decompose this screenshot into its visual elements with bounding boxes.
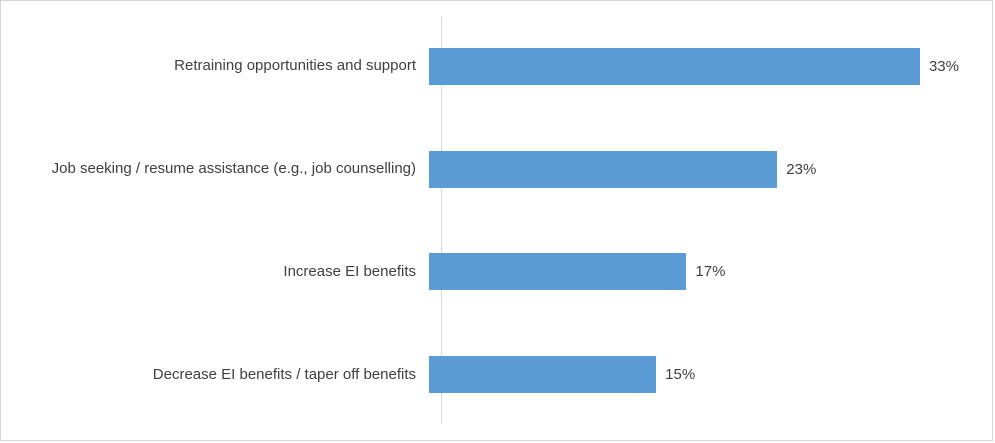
plot-area: Retraining opportunities and support 33% J…: [1, 15, 992, 426]
category-label: Job seeking / resume assistance (e.g., j…: [51, 160, 416, 178]
bar-row: Retraining opportunities and support 33%: [1, 15, 992, 118]
value-label: 33%: [928, 57, 959, 75]
category-label: Retraining opportunities and support: [174, 57, 416, 75]
bar-area: 15%: [429, 323, 959, 426]
bar-area: 23%: [429, 118, 959, 221]
bar: [429, 47, 920, 85]
category-axis-line: [441, 17, 442, 424]
bar-area: 33%: [429, 15, 959, 118]
value-label: 23%: [786, 160, 817, 178]
category-label: Increase EI benefits: [283, 262, 416, 280]
bar-row: Decrease EI benefits / taper off benefit…: [1, 323, 992, 426]
bar-row: Increase EI benefits 17%: [1, 221, 992, 324]
value-label: 15%: [665, 366, 696, 384]
bar: [429, 150, 778, 188]
bar-area: 17%: [429, 221, 959, 324]
bar: [429, 356, 657, 394]
bar: [429, 253, 687, 291]
category-label: Decrease EI benefits / taper off benefit…: [152, 365, 416, 383]
bar-row: Job seeking / resume assistance (e.g., j…: [1, 118, 992, 221]
value-label: 17%: [695, 263, 726, 281]
